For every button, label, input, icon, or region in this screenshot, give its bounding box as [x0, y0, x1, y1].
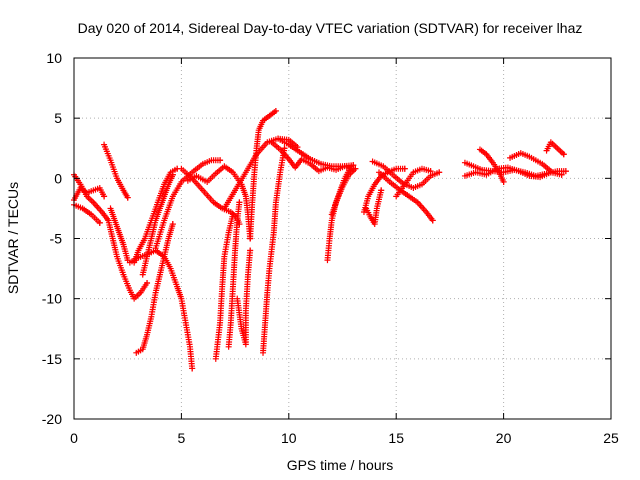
- y-tick-label: 10: [46, 50, 62, 66]
- y-tick-label: -5: [50, 231, 63, 247]
- axis-ticks: 0 5 10 15 20 25 -20 -15 -10 -5 0 5 10: [42, 50, 619, 446]
- x-tick-label: 15: [388, 430, 404, 446]
- x-tick-label: 10: [281, 430, 297, 446]
- data-point: [217, 157, 224, 164]
- data-point: [236, 199, 243, 206]
- data-point: [429, 217, 436, 224]
- data-point: [272, 107, 279, 114]
- series-arc-16: [234, 247, 254, 348]
- series-arc-26: [369, 158, 443, 191]
- chart-title: Day 020 of 2014, Sidereal Day-to-day VTE…: [78, 20, 583, 36]
- data-points: [71, 107, 569, 372]
- data-point: [281, 145, 288, 152]
- series-arc-23: [328, 163, 355, 218]
- y-axis-label: SDTVAR / TECUs: [5, 182, 21, 294]
- y-tick-label: 0: [54, 170, 62, 186]
- data-point: [378, 187, 385, 194]
- series-arc-21: [275, 135, 357, 170]
- series-arc-9: [131, 165, 181, 266]
- data-point: [247, 247, 254, 254]
- series-arc-6: [105, 217, 151, 302]
- series-arc-33: [543, 139, 567, 158]
- series-arc-31: [476, 146, 507, 185]
- data-point: [560, 151, 567, 158]
- y-tick-label: -20: [42, 411, 62, 427]
- series-arc-28: [393, 165, 434, 200]
- data-point: [352, 165, 359, 172]
- series-arc-32: [507, 150, 554, 175]
- data-point: [144, 280, 151, 287]
- data-point: [427, 168, 434, 175]
- series-arc-19: [260, 145, 288, 356]
- y-tick-label: 5: [54, 110, 62, 126]
- data-point: [169, 221, 176, 228]
- data-point: [547, 168, 554, 175]
- data-point: [436, 169, 443, 176]
- x-tick-label: 20: [496, 430, 512, 446]
- data-point: [124, 194, 131, 201]
- data-point: [401, 165, 408, 172]
- data-point: [96, 219, 103, 226]
- data-point: [189, 365, 196, 372]
- series-arc-14: [212, 211, 236, 362]
- series-arc-15: [225, 199, 243, 350]
- y-tick-label: -10: [42, 291, 62, 307]
- x-tick-label: 25: [603, 430, 619, 446]
- data-point: [558, 171, 565, 178]
- data-point: [101, 193, 108, 200]
- series-arc-5: [107, 205, 131, 264]
- data-point: [500, 178, 507, 185]
- series-arc-4: [101, 141, 131, 201]
- series-arc-7: [133, 221, 176, 356]
- x-tick-label: 0: [70, 430, 78, 446]
- y-tick-label: -15: [42, 351, 62, 367]
- data-point: [348, 163, 355, 170]
- series-arc-3: [71, 201, 103, 226]
- series-arc-10: [126, 247, 196, 372]
- series-arc-18: [247, 107, 279, 242]
- data-point: [229, 211, 236, 218]
- x-axis-label: GPS time / hours: [287, 457, 394, 473]
- series-arc-11: [152, 157, 224, 252]
- x-tick-label: 5: [178, 430, 186, 446]
- series-arc-25: [363, 187, 385, 228]
- data-point: [562, 168, 569, 175]
